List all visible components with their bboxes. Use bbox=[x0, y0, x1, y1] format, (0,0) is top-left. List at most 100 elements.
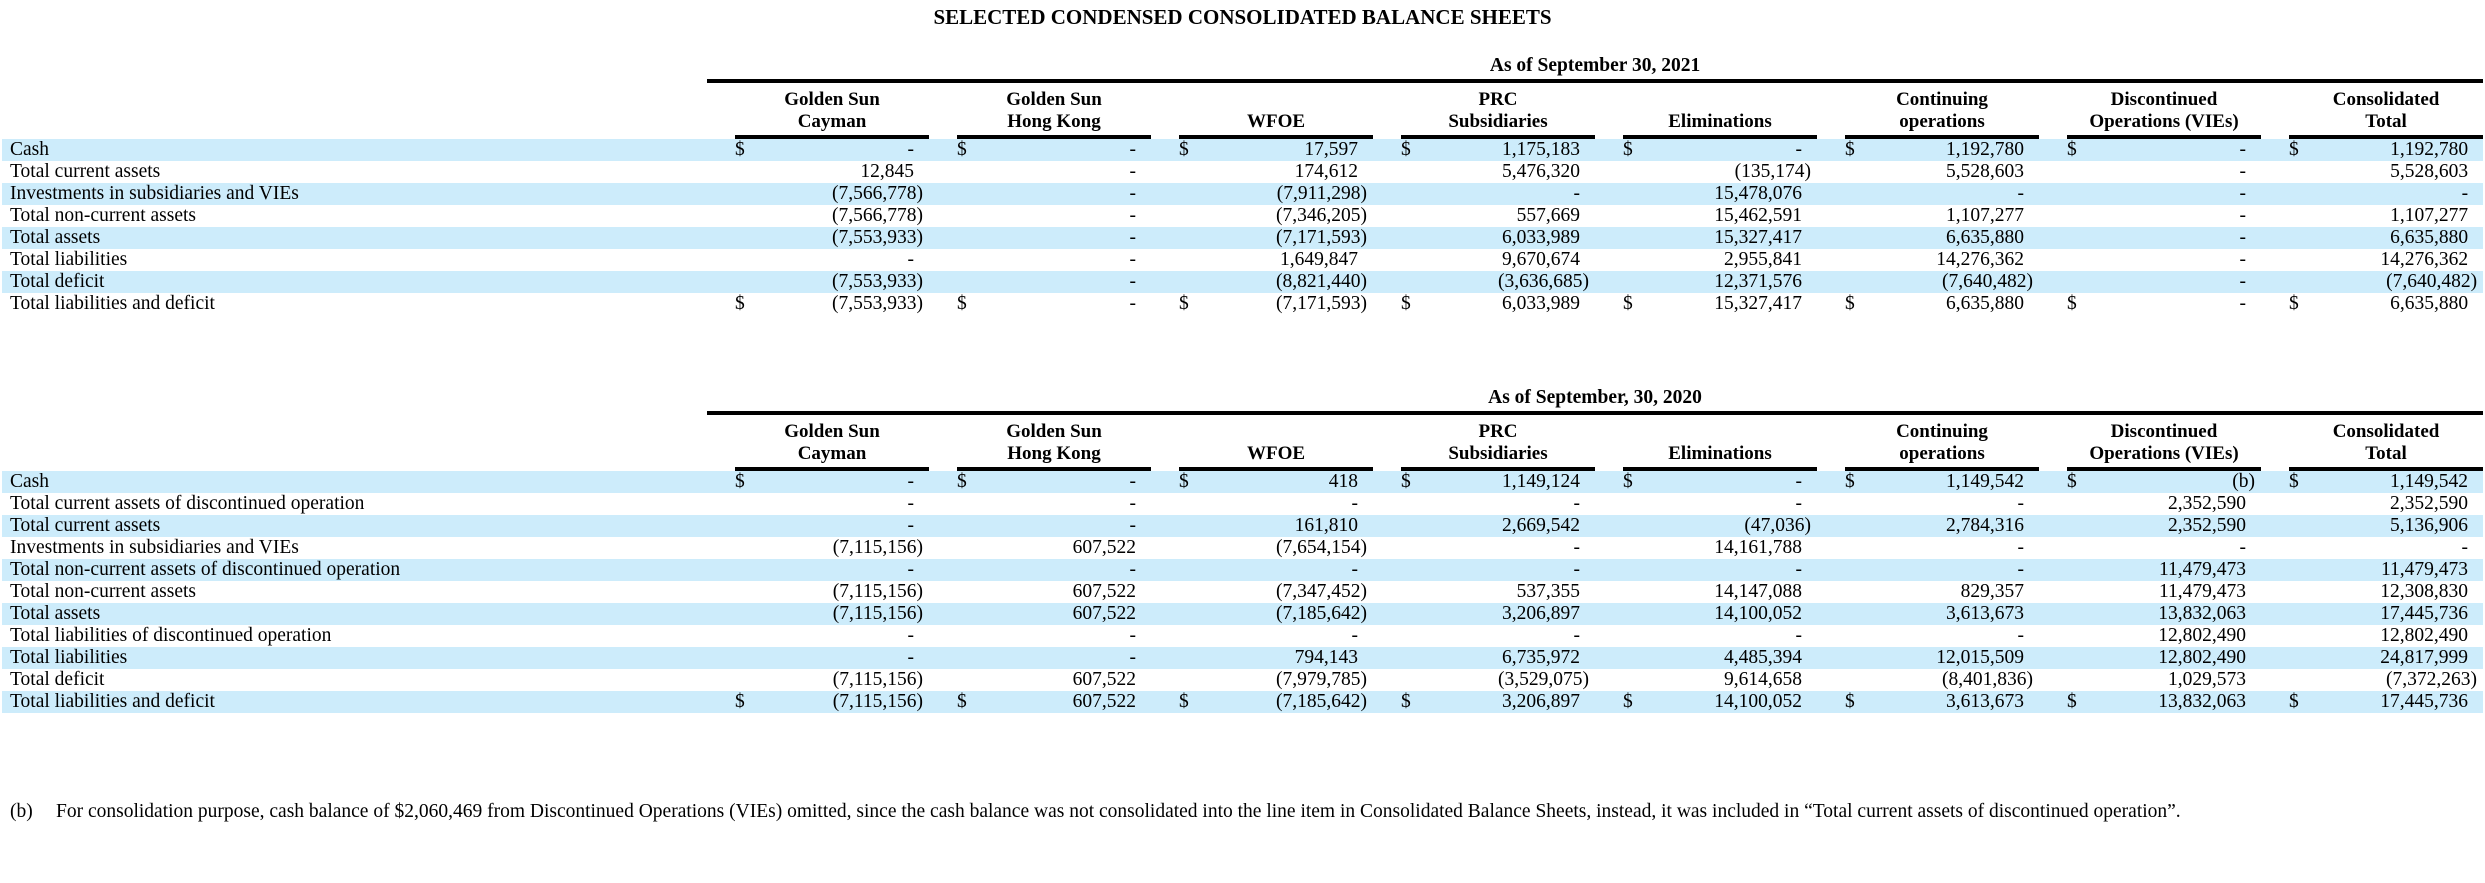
amount-value: 607,522 bbox=[1072, 537, 1136, 558]
amount-value: 17,597 bbox=[1304, 139, 1358, 160]
amount-value: 12,802,490 bbox=[2380, 625, 2469, 646]
row-label: Total non-current assets of discontinued… bbox=[10, 559, 401, 580]
amount-value: 5,136,906 bbox=[2390, 515, 2469, 536]
column-header-line1 bbox=[1623, 421, 1817, 443]
amount-cell: (8,401,836) bbox=[1817, 669, 2039, 691]
amount-cell: 557,669 bbox=[1373, 205, 1595, 227]
page-title: SELECTED CONDENSED CONSOLIDATED BALANCE … bbox=[933, 5, 1552, 29]
column-header-line2: operations bbox=[1899, 111, 1985, 132]
amount-cell: $ - bbox=[707, 471, 929, 493]
amount-value: 2,784,316 bbox=[1946, 515, 2024, 536]
table-row: Cash $ - $ - $418 $1,149,124 $ - $1,149,542 $ (b) $1… bbox=[2, 471, 2484, 493]
amount-value: - bbox=[1573, 493, 1581, 514]
amount-cell: 14,161,788 bbox=[1595, 537, 1817, 559]
amount-value: - bbox=[1351, 493, 1359, 514]
amount-value: 14,276,362 bbox=[2380, 249, 2469, 270]
amount-value: 2,352,590 bbox=[2168, 493, 2246, 514]
amount-value: - bbox=[2461, 537, 2469, 558]
amount-cell: $1,192,780 bbox=[2261, 139, 2483, 161]
amount-cell: (7,115,156) bbox=[707, 603, 929, 625]
amount-value: 418 bbox=[1328, 471, 1358, 492]
amount-cell: 2,955,841 bbox=[1595, 249, 1817, 271]
amount-cell: - bbox=[707, 493, 929, 515]
amount-value: (3,636,685) bbox=[1498, 271, 1589, 292]
currency-symbol: $ bbox=[2289, 691, 2299, 712]
amount-cell: 161,810 bbox=[1151, 515, 1373, 537]
amount-value: 6,735,972 bbox=[1502, 647, 1580, 668]
amount-value: - bbox=[2239, 139, 2247, 160]
column-header: Continuing operations bbox=[1817, 413, 2039, 471]
amount-cell: - bbox=[707, 515, 929, 537]
row-label: Total current assets bbox=[10, 515, 161, 536]
amount-cell: - bbox=[2039, 205, 2261, 227]
amount-cell: 537,355 bbox=[1373, 581, 1595, 603]
amount-cell: 607,522 bbox=[929, 669, 1151, 691]
amount-value: (7,566,778) bbox=[832, 205, 923, 226]
amount-value: 537,355 bbox=[1516, 581, 1580, 602]
amount-cell: $1,149,542 bbox=[2261, 471, 2483, 493]
amount-cell: $ (7,171,593) bbox=[1151, 293, 1373, 315]
amount-cell: 5,476,320 bbox=[1373, 161, 1595, 183]
currency-symbol: $ bbox=[2289, 139, 2299, 160]
currency-symbol: $ bbox=[2067, 139, 2077, 160]
table-row: Total assets (7,115,156) 607,522 (7,185,642… bbox=[2, 603, 2484, 625]
amount-cell: 3,206,897 bbox=[1373, 603, 1595, 625]
amount-value: - bbox=[907, 515, 915, 536]
amount-value: (7,115,156) bbox=[832, 581, 923, 602]
row-label: Total liabilities and deficit bbox=[10, 293, 215, 314]
amount-value: 2,352,590 bbox=[2168, 515, 2246, 536]
currency-symbol: $ bbox=[735, 139, 745, 160]
table-row: Total non-current assets (7,566,778) - (7,3… bbox=[2, 205, 2483, 227]
currency-symbol: $ bbox=[1179, 139, 1189, 160]
column-header: Discontinued Operations (VIEs) bbox=[2039, 81, 2261, 139]
amount-cell: (7,171,593) bbox=[1151, 227, 1373, 249]
table-row: Total assets (7,553,933) - (7,171,593) 6,033… bbox=[2, 227, 2484, 249]
amount-value: 2,352,590 bbox=[2390, 493, 2469, 514]
amount-cell: 5,136,906 bbox=[2261, 515, 2483, 537]
amount-value: - bbox=[1129, 139, 1137, 160]
column-header-line1: Discontinued bbox=[2110, 89, 2218, 110]
currency-symbol: $ bbox=[1179, 691, 1189, 712]
amount-cell: - bbox=[707, 559, 929, 581]
amount-value: 2,669,542 bbox=[1502, 515, 1580, 536]
row-label: Total liabilities bbox=[10, 647, 128, 668]
amount-cell: - bbox=[2039, 537, 2261, 559]
amount-cell: $15,327,417 bbox=[1595, 293, 1817, 315]
amount-cell: $418 bbox=[1151, 471, 1373, 493]
amount-cell: 12,308,830 bbox=[2261, 581, 2483, 603]
amount-cell: $3,613,673 bbox=[1817, 691, 2039, 713]
currency-symbol: $ bbox=[957, 691, 967, 712]
column-header-line2: Operations (VIEs) bbox=[2089, 111, 2239, 132]
amount-cell: - bbox=[1817, 625, 2039, 647]
amount-value: - bbox=[2239, 271, 2247, 292]
column-header: Golden Sun Cayman bbox=[707, 81, 929, 139]
amount-value: (7,553,933) bbox=[832, 227, 923, 248]
amount-value: (7,115,156) bbox=[832, 669, 923, 690]
amount-value: 794,143 bbox=[1294, 647, 1358, 668]
table-row: Total liabilities of discontinued operat… bbox=[2, 625, 2483, 647]
amount-cell: - bbox=[2039, 161, 2261, 183]
amount-value: (7,115,156) bbox=[832, 537, 923, 558]
amount-cell: 6,033,989 bbox=[1373, 227, 1595, 249]
amount-value: 607,522 bbox=[1072, 669, 1136, 690]
row-label: Total liabilities bbox=[10, 249, 128, 270]
amount-cell: (7,346,205) bbox=[1151, 205, 1373, 227]
amount-value: - bbox=[1129, 647, 1137, 668]
amount-value: - bbox=[2017, 625, 2025, 646]
period-spacer bbox=[2, 55, 707, 81]
amount-value: - bbox=[2239, 183, 2247, 204]
row-label: Total non-current assets bbox=[10, 581, 196, 602]
amount-value: 161,810 bbox=[1294, 515, 1358, 536]
amount-cell: - bbox=[1373, 537, 1595, 559]
table-row: Total current assets of discontinued ope… bbox=[2, 493, 2483, 515]
amount-cell: 5,528,603 bbox=[1817, 161, 2039, 183]
amount-cell: 1,029,573 bbox=[2039, 669, 2261, 691]
column-header: Eliminations bbox=[1595, 81, 1817, 139]
column-header: Discontinued Operations (VIEs) bbox=[2039, 413, 2261, 471]
amount-value: 14,161,788 bbox=[1714, 537, 1802, 558]
amount-value: (135,174) bbox=[1734, 161, 1811, 182]
column-header-line1: Golden Sun bbox=[1006, 421, 1102, 442]
amount-cell: 14,276,362 bbox=[1817, 249, 2039, 271]
currency-symbol: $ bbox=[2067, 471, 2077, 492]
amount-value: - bbox=[1573, 183, 1581, 204]
